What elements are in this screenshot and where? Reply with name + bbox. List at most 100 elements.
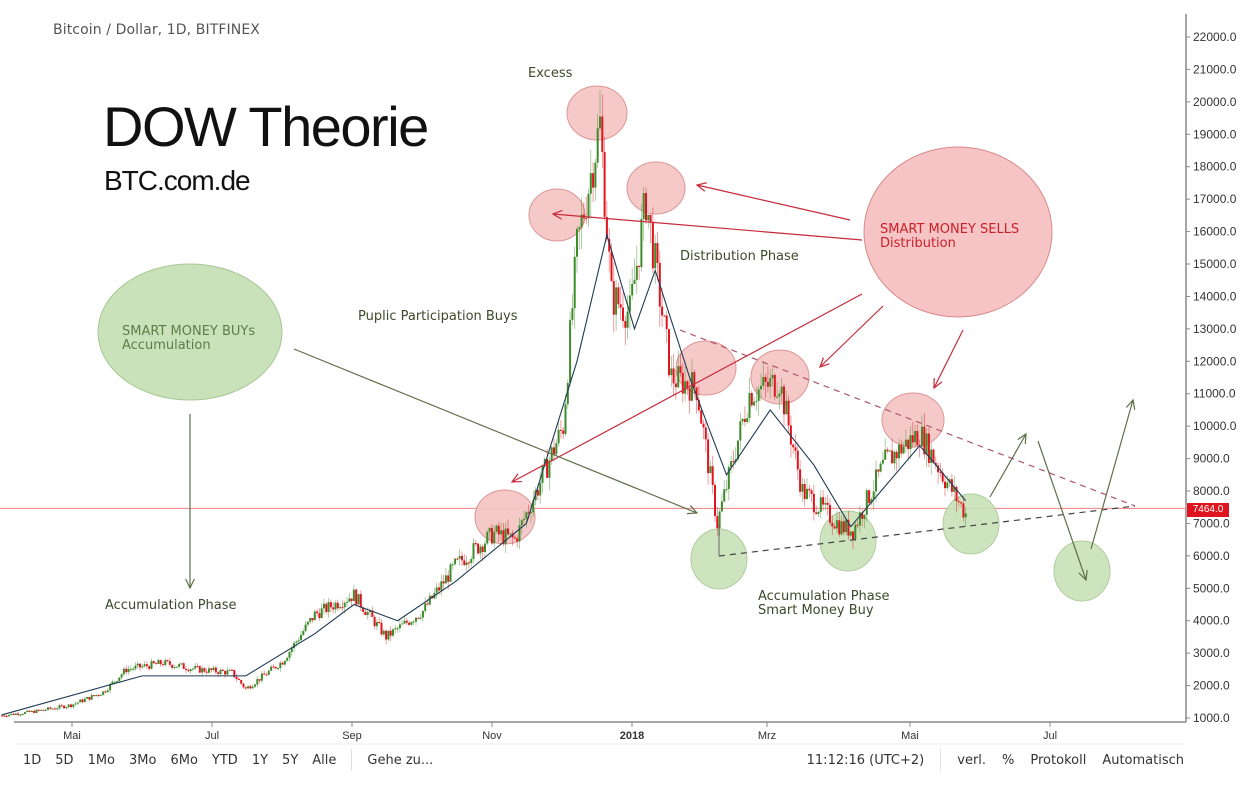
candle-body	[438, 587, 440, 591]
log-scale-toggle[interactable]: Protokoll	[1030, 752, 1087, 768]
candle-body	[159, 660, 162, 665]
candle-body	[819, 497, 822, 512]
candle-body	[143, 664, 146, 667]
candle-body	[451, 564, 454, 566]
time-tick-label: Mai	[63, 730, 81, 742]
symbol-title: Bitcoin / Dollar, 1D, BITFINEX	[53, 22, 260, 38]
candle-body	[7, 714, 10, 717]
candle-body	[932, 449, 935, 463]
range-all[interactable]: Alle	[312, 752, 337, 768]
arrow-sells-to-may	[933, 329, 964, 389]
candle-body	[787, 400, 790, 426]
candle-body	[235, 677, 238, 680]
range-1y[interactable]: 1Y	[251, 752, 269, 768]
adjust-toggle[interactable]: verl.	[957, 752, 987, 768]
candle-body	[518, 525, 521, 542]
resistance-trendline	[679, 329, 1136, 507]
candle-body	[244, 687, 247, 689]
candle-body	[290, 648, 293, 652]
candle-body	[599, 116, 601, 129]
candle-body	[178, 664, 181, 667]
candle-body	[228, 669, 231, 671]
candle-body	[116, 681, 118, 683]
candle-body	[612, 280, 615, 315]
candle-body	[231, 669, 233, 671]
candle-body	[256, 679, 259, 685]
candle-body	[865, 490, 868, 515]
range-6mo[interactable]: 6Mo	[170, 752, 198, 768]
candle-body	[546, 459, 549, 478]
candle-body	[824, 502, 827, 505]
candle-body	[796, 450, 799, 470]
arrow-projection-down-head	[1078, 569, 1088, 582]
annotation-accumulation-line2: Smart Money Buy	[758, 603, 874, 618]
candle-body	[350, 598, 353, 602]
candle-body	[562, 430, 565, 434]
range-ytd[interactable]: YTD	[211, 752, 238, 768]
candle-body	[63, 705, 66, 709]
candle-body	[516, 538, 519, 542]
candle-body	[67, 704, 70, 708]
candle-body	[553, 447, 555, 455]
candle-body	[888, 450, 891, 452]
candle-body	[670, 368, 673, 376]
auto-scale-toggle[interactable]: Automatisch	[1102, 752, 1184, 768]
arrow-projection-down	[1037, 440, 1087, 581]
candle-body	[470, 559, 473, 563]
candle-body	[185, 668, 187, 671]
candle-body	[737, 440, 739, 460]
clock-time[interactable]: 11:12:16 (UTC+2)	[806, 752, 925, 768]
range-1d[interactable]: 1D	[23, 752, 42, 768]
candle-body	[458, 555, 461, 559]
candle-body	[127, 668, 130, 673]
candle-body	[240, 680, 243, 684]
price-tick-label: 20000.0	[1193, 95, 1237, 109]
candle-body	[173, 666, 176, 668]
candle-body	[30, 710, 33, 712]
candle-body	[585, 218, 588, 220]
candle-body	[479, 546, 482, 554]
candle-body	[263, 673, 266, 675]
candle-body	[587, 193, 590, 219]
candle-body	[691, 372, 693, 401]
candle-body	[203, 668, 206, 672]
candle-body	[309, 617, 312, 622]
candle-body	[281, 662, 284, 665]
candle-body	[941, 472, 944, 482]
candle-body	[375, 621, 378, 627]
candle-body	[831, 522, 834, 527]
time-tick-label: Jul	[205, 730, 219, 742]
candle-body	[72, 704, 75, 708]
annotation-smart-money-buys-line2: Accumulation	[122, 338, 211, 353]
candle-body	[746, 418, 749, 422]
candle-body	[19, 714, 22, 716]
goto-date-button[interactable]: Gehe zu...	[367, 752, 434, 768]
range-3mo[interactable]: 3Mo	[129, 752, 157, 768]
annotation-accumulation-phase: Accumulation Phase	[105, 598, 237, 613]
candle-body	[247, 686, 250, 689]
candle-body	[456, 558, 459, 560]
range-5d[interactable]: 5D	[55, 752, 74, 768]
candle-body	[541, 465, 544, 483]
candle-body	[118, 677, 121, 682]
range-5y[interactable]: 5Y	[282, 752, 299, 768]
candle-body	[817, 511, 820, 514]
candle-body	[495, 525, 498, 532]
candle-body	[672, 368, 675, 384]
candle-body	[525, 512, 528, 519]
candle-body	[205, 671, 208, 673]
candle-body	[288, 651, 291, 658]
candle-body	[803, 484, 806, 499]
candle-body	[196, 666, 199, 668]
candle-body	[870, 499, 873, 504]
candle-body	[964, 513, 967, 518]
candle-body	[265, 674, 268, 676]
candle-body	[37, 709, 40, 711]
candle-body	[385, 630, 388, 640]
range-1mo[interactable]: 1Mo	[87, 752, 116, 768]
candle-body	[219, 669, 222, 675]
candle-body	[879, 463, 882, 472]
candle-body	[463, 560, 466, 565]
percent-toggle[interactable]: %	[1002, 752, 1015, 768]
